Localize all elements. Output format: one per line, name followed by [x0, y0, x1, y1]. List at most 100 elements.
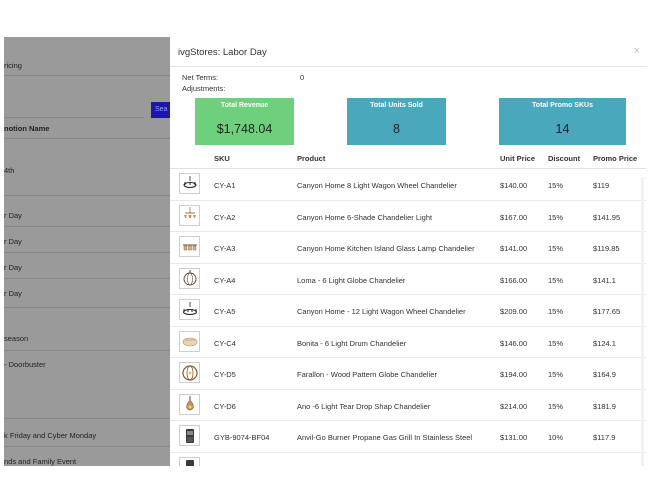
close-icon[interactable]: × — [633, 45, 640, 57]
bg-divider — [4, 307, 170, 308]
promo-price-cell: $141.1 — [593, 275, 616, 285]
unit-price-cell: $166.00 — [500, 275, 528, 285]
unit-price-cell: $140.00 — [500, 181, 528, 190]
product-cell: Loma - 6 Light Globe Chandelier — [297, 275, 406, 285]
bg-divider — [4, 75, 170, 76]
bg-divider — [4, 278, 170, 279]
wagon-wheel-chandelier-icon — [179, 299, 200, 320]
sku-cell: CY-A5 — [214, 307, 236, 316]
sku-cell: GYB-9074-BF04 — [214, 433, 270, 442]
unit-price-cell: $167.00 — [500, 212, 528, 222]
card-title: Total Revenue — [220, 102, 269, 109]
discount-cell: 15% — [548, 307, 564, 316]
table-row: CY-A1 Canyon Home 8 Light Wagon Wheel Ch… — [170, 169, 646, 201]
discount-cell: 15% — [548, 275, 564, 285]
bg-search-button[interactable]: Sea — [151, 102, 170, 118]
column-header-promo-price: Promo Price — [593, 154, 638, 163]
product-cell: Farallon - Wood Pattern Globe Chandelier — [297, 370, 437, 379]
table-row: GYB-9074-BF04 Anvil-Go Burner Propane Ga… — [170, 421, 646, 453]
shade-chandelier-icon — [179, 204, 200, 226]
bg-divider — [4, 350, 170, 351]
bg-column-header: notion Name — [4, 124, 50, 133]
promo-price-cell: $141.95 — [593, 212, 621, 222]
bg-row-label[interactable]: r Day — [4, 211, 22, 220]
bg-divider — [4, 195, 170, 196]
wagon-wheel-chandelier-icon — [179, 173, 200, 194]
discount-cell: 15% — [548, 181, 564, 190]
drum-chandelier-icon — [179, 330, 200, 352]
bg-row-label[interactable]: nds and Family Event — [4, 457, 77, 466]
promo-price-cell: $119 — [593, 181, 610, 190]
unit-price-cell: $209.00 — [500, 307, 528, 316]
discount-cell: 10% — [548, 433, 564, 442]
unit-price-cell: $194.00 — [500, 370, 528, 379]
globe-chandelier-icon — [179, 267, 200, 289]
bg-row-label[interactable]: r Day — [4, 289, 22, 298]
promo-price-cell: $181.9 — [593, 401, 616, 411]
header-divider — [170, 168, 646, 169]
table-row — [170, 453, 646, 466]
table-row: CY-A4 Loma - 6 Light Globe Chandelier $1… — [170, 264, 646, 295]
promo-price-cell: $177.65 — [593, 307, 621, 316]
total-units-card: Total Units Sold 8 — [347, 98, 446, 145]
card-title: Total Units Sold — [370, 102, 423, 109]
wood-globe-chandelier-icon — [179, 362, 200, 383]
bg-row-label[interactable]: 4th — [4, 166, 15, 175]
sku-cell: CY-A3 — [214, 244, 236, 253]
promo-price-cell: $124.1 — [593, 338, 616, 348]
sku-cell: CY-A4 — [214, 275, 236, 285]
card-value: $1,748.04 — [216, 122, 273, 136]
unit-price-cell: $146.00 — [500, 338, 528, 348]
bg-divider — [4, 418, 170, 419]
net-terms-value: 0 — [300, 73, 305, 82]
card-title: Total Promo SKUs — [532, 102, 593, 109]
bg-divider — [4, 446, 170, 447]
bg-row-label[interactable]: r Day — [4, 237, 22, 246]
modal-title: ivgStores: Labor Day — [178, 47, 267, 58]
modal-scrollbar[interactable] — [641, 177, 644, 466]
card-value: 8 — [393, 122, 400, 136]
sku-cell: CY-A1 — [214, 181, 236, 190]
sku-cell: CY-C4 — [214, 338, 236, 348]
table-row: CY-C4 Bonita - 6 Light Drum Chandelier $… — [170, 327, 646, 358]
product-cell: Anvil-Go Burner Propane Gas Grill In Sta… — [297, 433, 473, 442]
bg-row-label[interactable]: - Doorbuster — [4, 360, 46, 369]
promo-price-cell: $164.9 — [593, 370, 616, 379]
adjustments-label: Adjustments: — [182, 84, 226, 93]
product-cell: Canyon Home 8 Light Wagon Wheel Chandeli… — [297, 181, 457, 190]
product-cell: Canyon Home - 12 Light Wagon Wheel Chand… — [297, 307, 466, 316]
discount-cell: 15% — [548, 244, 564, 253]
bg-row-label[interactable]: r Day — [4, 263, 22, 272]
total-revenue-card: Total Revenue $1,748.04 — [195, 98, 294, 145]
teardrop-chandelier-icon — [179, 393, 200, 415]
bg-divider — [4, 138, 170, 139]
bg-pricing-label: ricing — [4, 61, 22, 70]
table-row: CY-A3 Canyon Home Kitchen Island Glass L… — [170, 232, 646, 264]
gas-grill-icon — [179, 425, 200, 446]
unit-price-cell: $214.00 — [500, 401, 528, 411]
bg-row-label[interactable]: season — [4, 334, 29, 343]
bg-search-input[interactable] — [4, 103, 144, 118]
product-thumbnail-icon — [179, 456, 200, 466]
table-row: CY-A2 Canyon Home 6-Shade Chandelier Lig… — [170, 201, 646, 232]
table-row: CY-D6 Ano -6 Light Tear Drop Shap Chande… — [170, 390, 646, 421]
column-header-sku: SKU — [214, 154, 230, 163]
discount-cell: 15% — [548, 370, 564, 379]
discount-cell: 15% — [548, 212, 564, 222]
column-header-unit-price: Unit Price — [500, 154, 536, 163]
promo-price-cell: $119.85 — [593, 244, 620, 253]
card-value: 14 — [555, 122, 570, 136]
promo-price-cell: $117.9 — [593, 433, 616, 442]
product-cell: Canyon Home 6-Shade Chandelier Light — [297, 212, 433, 222]
sku-cell: CY-A2 — [214, 212, 236, 222]
unit-price-cell: $141.00 — [500, 244, 528, 253]
bg-divider — [4, 252, 170, 253]
product-cell: Canyon Home Kitchen Island Glass Lamp Ch… — [297, 244, 475, 253]
bg-row-label[interactable]: k Friday and Cyber Monday — [4, 431, 97, 440]
discount-cell: 15% — [548, 338, 564, 348]
total-promo-skus-card: Total Promo SKUs 14 — [499, 98, 626, 145]
sku-cell: CY-D6 — [214, 401, 236, 411]
product-cell: Ano -6 Light Tear Drop Shap Chandelier — [297, 401, 431, 411]
net-terms-label: Net Terms: — [182, 73, 219, 82]
table-row: CY-D5 Farallon - Wood Pattern Globe Chan… — [170, 358, 646, 390]
